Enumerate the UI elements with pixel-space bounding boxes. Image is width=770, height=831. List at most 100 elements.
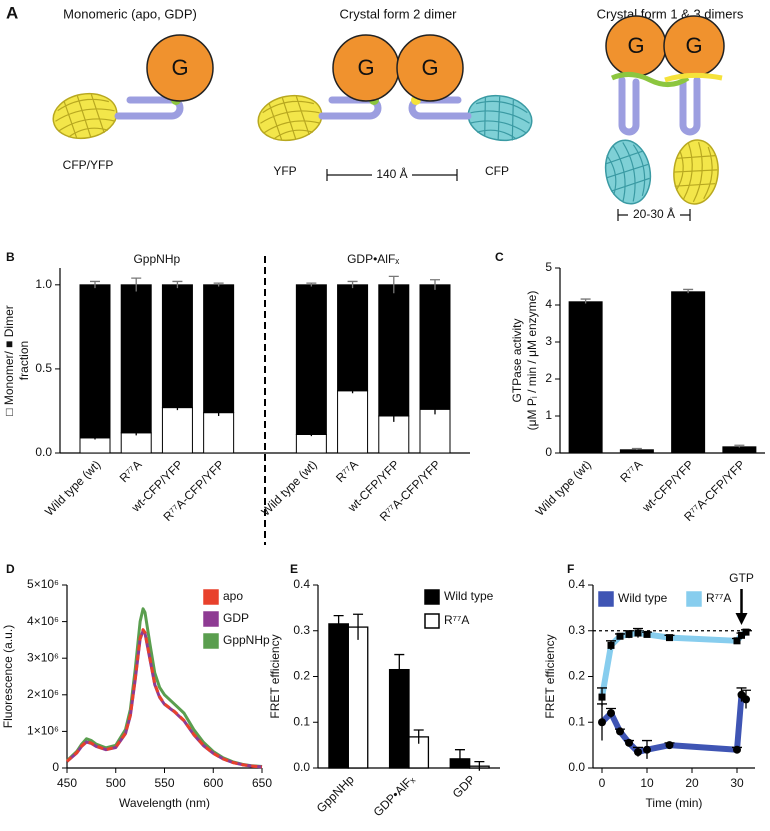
distance-label: 20-30 Å xyxy=(633,206,675,221)
legend-label: R⁷⁷A xyxy=(444,613,469,627)
series-line xyxy=(599,691,749,755)
fluorescent-protein xyxy=(48,88,122,144)
y-tick-label: 3 xyxy=(545,334,552,348)
panel-letter: A xyxy=(6,3,18,22)
error-bar xyxy=(347,387,358,394)
panel-letter: F xyxy=(567,562,574,576)
y-tick-label: 1×10⁶ xyxy=(27,724,59,738)
y-tick-label: 0 xyxy=(52,760,59,774)
y-tick-label: 5×10⁶ xyxy=(27,577,59,591)
linker xyxy=(318,96,382,120)
x-tick-label: 20 xyxy=(685,776,699,790)
marker xyxy=(607,641,615,649)
switch-region xyxy=(610,72,690,87)
y-tick-label: 0.2 xyxy=(568,669,585,683)
y-tick-label: 0.2 xyxy=(293,669,310,683)
bar-segment xyxy=(79,284,111,439)
protein-label: CFP/YFP xyxy=(63,158,114,172)
error-bar xyxy=(454,749,465,768)
y-tick-label: 0.0 xyxy=(293,760,310,774)
series-line xyxy=(66,629,263,769)
error-bar xyxy=(388,275,399,294)
panel-letter: B xyxy=(6,250,15,264)
error-bar xyxy=(580,298,591,304)
error-bar xyxy=(172,404,183,411)
g-label: G xyxy=(421,55,438,80)
x-tick-label: 600 xyxy=(203,776,223,790)
bar-segment xyxy=(295,284,327,435)
series-line xyxy=(65,628,263,769)
error-bar xyxy=(90,280,100,289)
error-bar xyxy=(388,409,399,422)
bar xyxy=(328,623,349,769)
marker xyxy=(625,738,633,747)
y-axis-label: FRET efficiency xyxy=(268,634,282,718)
linker xyxy=(114,96,184,120)
bar-segment xyxy=(378,415,410,454)
error-bar xyxy=(131,429,142,436)
marker xyxy=(598,693,606,701)
diagram-title: Monomeric (apo, GDP) xyxy=(63,6,197,21)
panel-a: A Monomeric (apo, GDP) Crystal form 2 di… xyxy=(6,3,744,223)
y-tick-label: 0 xyxy=(545,445,552,459)
x-tick-label: 0 xyxy=(599,776,606,790)
marker xyxy=(625,630,633,638)
marker xyxy=(598,718,606,727)
error-bar xyxy=(734,444,745,448)
error-bar xyxy=(430,403,440,415)
label-background xyxy=(628,207,680,223)
y-tick-label: 0.0 xyxy=(35,445,52,459)
diagram-title: Crystal form 1 & 3 dimers xyxy=(597,6,744,21)
bar-segment xyxy=(295,434,327,454)
y-tick-label: 3×10⁶ xyxy=(27,650,59,664)
bar xyxy=(619,449,654,453)
bar-segment xyxy=(203,412,235,454)
marker xyxy=(666,634,673,642)
y-tick-label: 4 xyxy=(545,297,552,311)
y-tick-label: 2 xyxy=(545,371,552,385)
x-tick-label: R⁷⁷A xyxy=(617,457,645,485)
error-bar xyxy=(631,447,642,451)
error-bar xyxy=(474,760,485,771)
x-axis-label: Wavelength (nm) xyxy=(119,796,210,810)
y-tick-label: 4×10⁶ xyxy=(27,614,59,628)
marker xyxy=(665,741,674,750)
bar-segment xyxy=(161,407,193,454)
legend-label: Wild type xyxy=(618,591,668,605)
marker xyxy=(616,727,624,736)
bar-segment xyxy=(161,284,193,409)
legend-swatch xyxy=(203,633,219,649)
g-domain xyxy=(396,34,464,102)
x-tick-label: R⁷⁷A xyxy=(333,457,361,485)
error-bar xyxy=(353,613,364,640)
legend-label: GDP xyxy=(223,611,249,625)
fluorescent-protein xyxy=(253,90,327,146)
bar-segment xyxy=(419,284,451,410)
y-axis-label: (μM Pᵢ / min / μM enzyme) xyxy=(525,291,539,431)
y-tick-label: 0.5 xyxy=(35,361,52,375)
bar-segment xyxy=(378,284,410,417)
fluorescent-protein xyxy=(670,137,722,207)
bar-segment xyxy=(419,408,451,454)
g-label: G xyxy=(357,55,374,80)
g-label: G xyxy=(171,55,188,80)
annotation-arrowhead xyxy=(735,613,748,625)
marker xyxy=(733,637,741,645)
label-background xyxy=(372,167,412,183)
bar-segment xyxy=(79,437,111,454)
g-label: G xyxy=(685,33,702,58)
bar-segment xyxy=(337,284,369,392)
x-tick-label: GDP xyxy=(450,772,478,800)
error-bar xyxy=(306,432,317,437)
x-tick-label: Wild type (wt) xyxy=(533,457,594,518)
x-tick-label: GDP•AlFₓ xyxy=(371,772,418,819)
legend-swatch xyxy=(598,591,614,607)
annotation: GTP xyxy=(729,571,754,585)
x-tick-label: 500 xyxy=(106,776,126,790)
marker xyxy=(616,632,624,640)
marker xyxy=(634,629,642,637)
switch-region xyxy=(664,72,723,83)
x-tick-label: Wild type (wt) xyxy=(258,457,319,518)
marker xyxy=(643,745,651,754)
fluorescent-protein xyxy=(600,135,656,209)
